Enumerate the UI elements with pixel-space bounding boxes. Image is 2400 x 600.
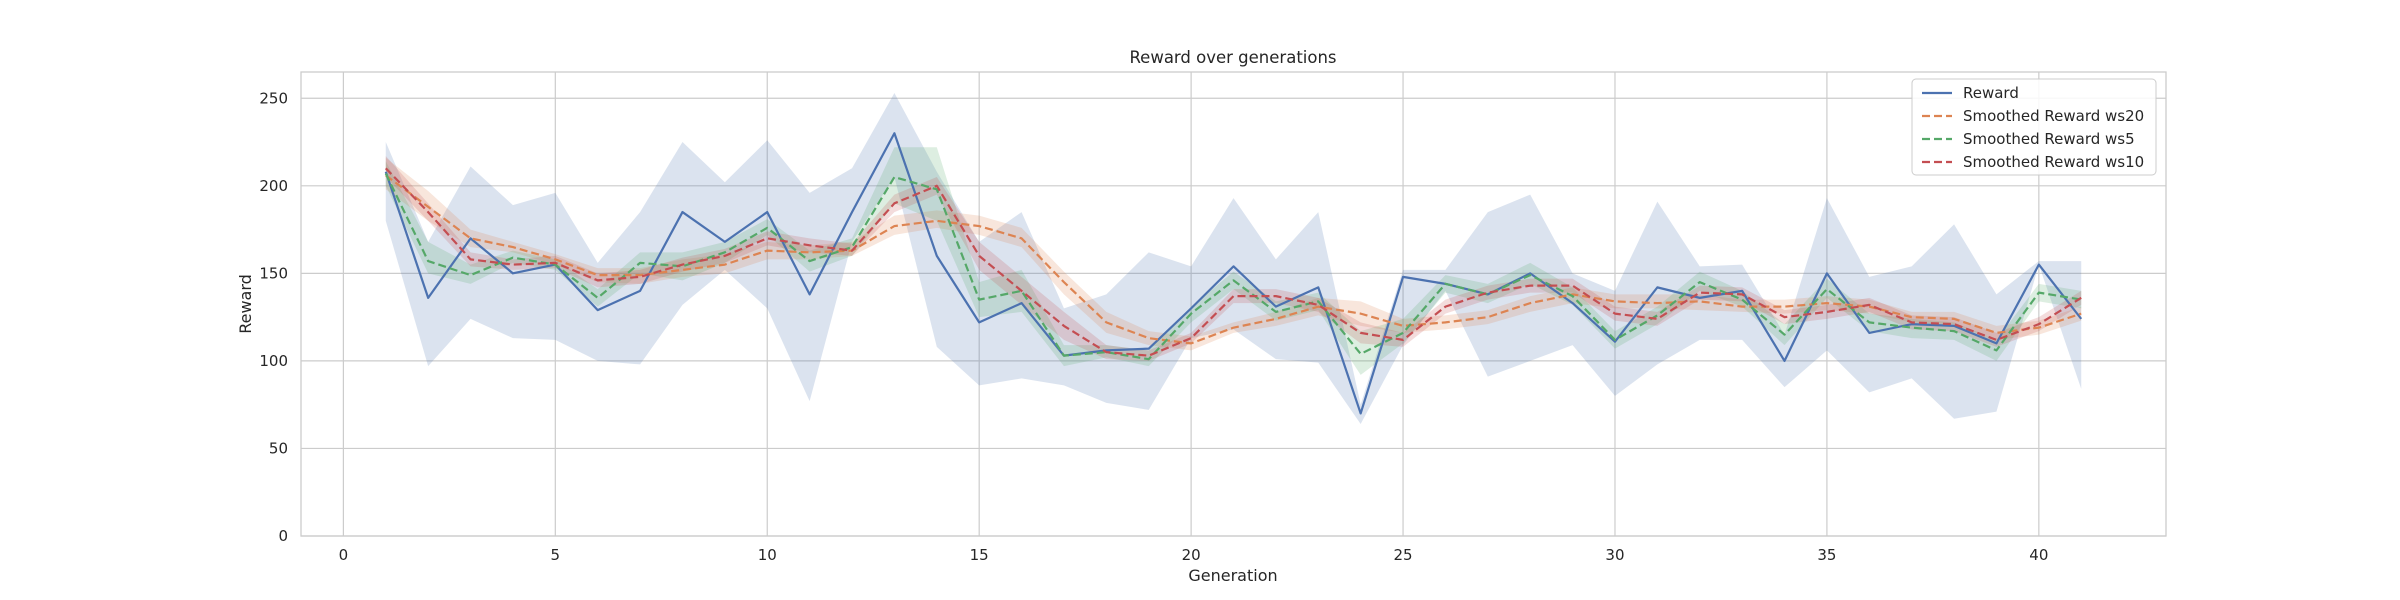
y-tick-label: 150 bbox=[259, 264, 288, 282]
smoothed-reward-ws5-band bbox=[385, 147, 2082, 375]
x-tick-label: 20 bbox=[1182, 546, 1201, 564]
reward-line bbox=[384, 132, 2083, 415]
series-lines bbox=[384, 132, 2083, 415]
x-tick-label: 15 bbox=[970, 546, 989, 564]
x-tick-label: 40 bbox=[2029, 546, 2048, 564]
smoothed-reward-ws10-band bbox=[385, 156, 2082, 361]
x-tick-label: 0 bbox=[339, 546, 349, 564]
y-tick-label: 200 bbox=[259, 177, 288, 195]
legend-label: Smoothed Reward ws10 bbox=[1963, 153, 2144, 171]
y-tick-label: 0 bbox=[278, 527, 288, 545]
y-axis-label: Reward bbox=[236, 274, 255, 334]
chart-title: Reward over generations bbox=[1129, 48, 1336, 67]
reward-band bbox=[385, 93, 2082, 424]
legend-label: Smoothed Reward ws20 bbox=[1963, 107, 2144, 125]
plot-frame bbox=[300, 71, 2167, 537]
x-tick-label: 25 bbox=[1393, 546, 1412, 564]
y-tick-label: 250 bbox=[259, 89, 288, 107]
smoothed-reward-ws10-line bbox=[384, 167, 2082, 357]
y-tick-label: 50 bbox=[269, 439, 288, 457]
x-tick-label: 35 bbox=[1817, 546, 1836, 564]
x-tick-label: 5 bbox=[551, 546, 561, 564]
smoothed-reward-ws20-line bbox=[385, 174, 2082, 345]
tick-labels: 0 5 10 15 20 25 30 35 40 0 50 100 150 200 250 bbox=[259, 89, 2048, 564]
y-tick-label: 100 bbox=[259, 352, 288, 370]
legend: Reward Smoothed Reward ws20 Smoothed Rewar… bbox=[1911, 78, 2157, 176]
legend-box bbox=[1911, 78, 2157, 176]
legend-label: Reward bbox=[1963, 84, 2019, 102]
legend-label: Smoothed Reward ws5 bbox=[1963, 130, 2135, 148]
smoothed-reward-ws5-line bbox=[384, 173, 2082, 361]
x-tick-label: 10 bbox=[758, 546, 777, 564]
x-axis-label: Generation bbox=[1188, 566, 1277, 585]
x-tick-label: 30 bbox=[1605, 546, 1624, 564]
